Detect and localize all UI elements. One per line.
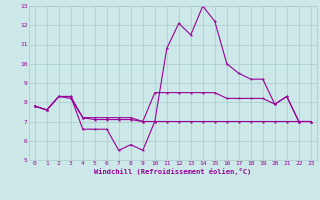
X-axis label: Windchill (Refroidissement éolien,°C): Windchill (Refroidissement éolien,°C): [94, 168, 252, 175]
